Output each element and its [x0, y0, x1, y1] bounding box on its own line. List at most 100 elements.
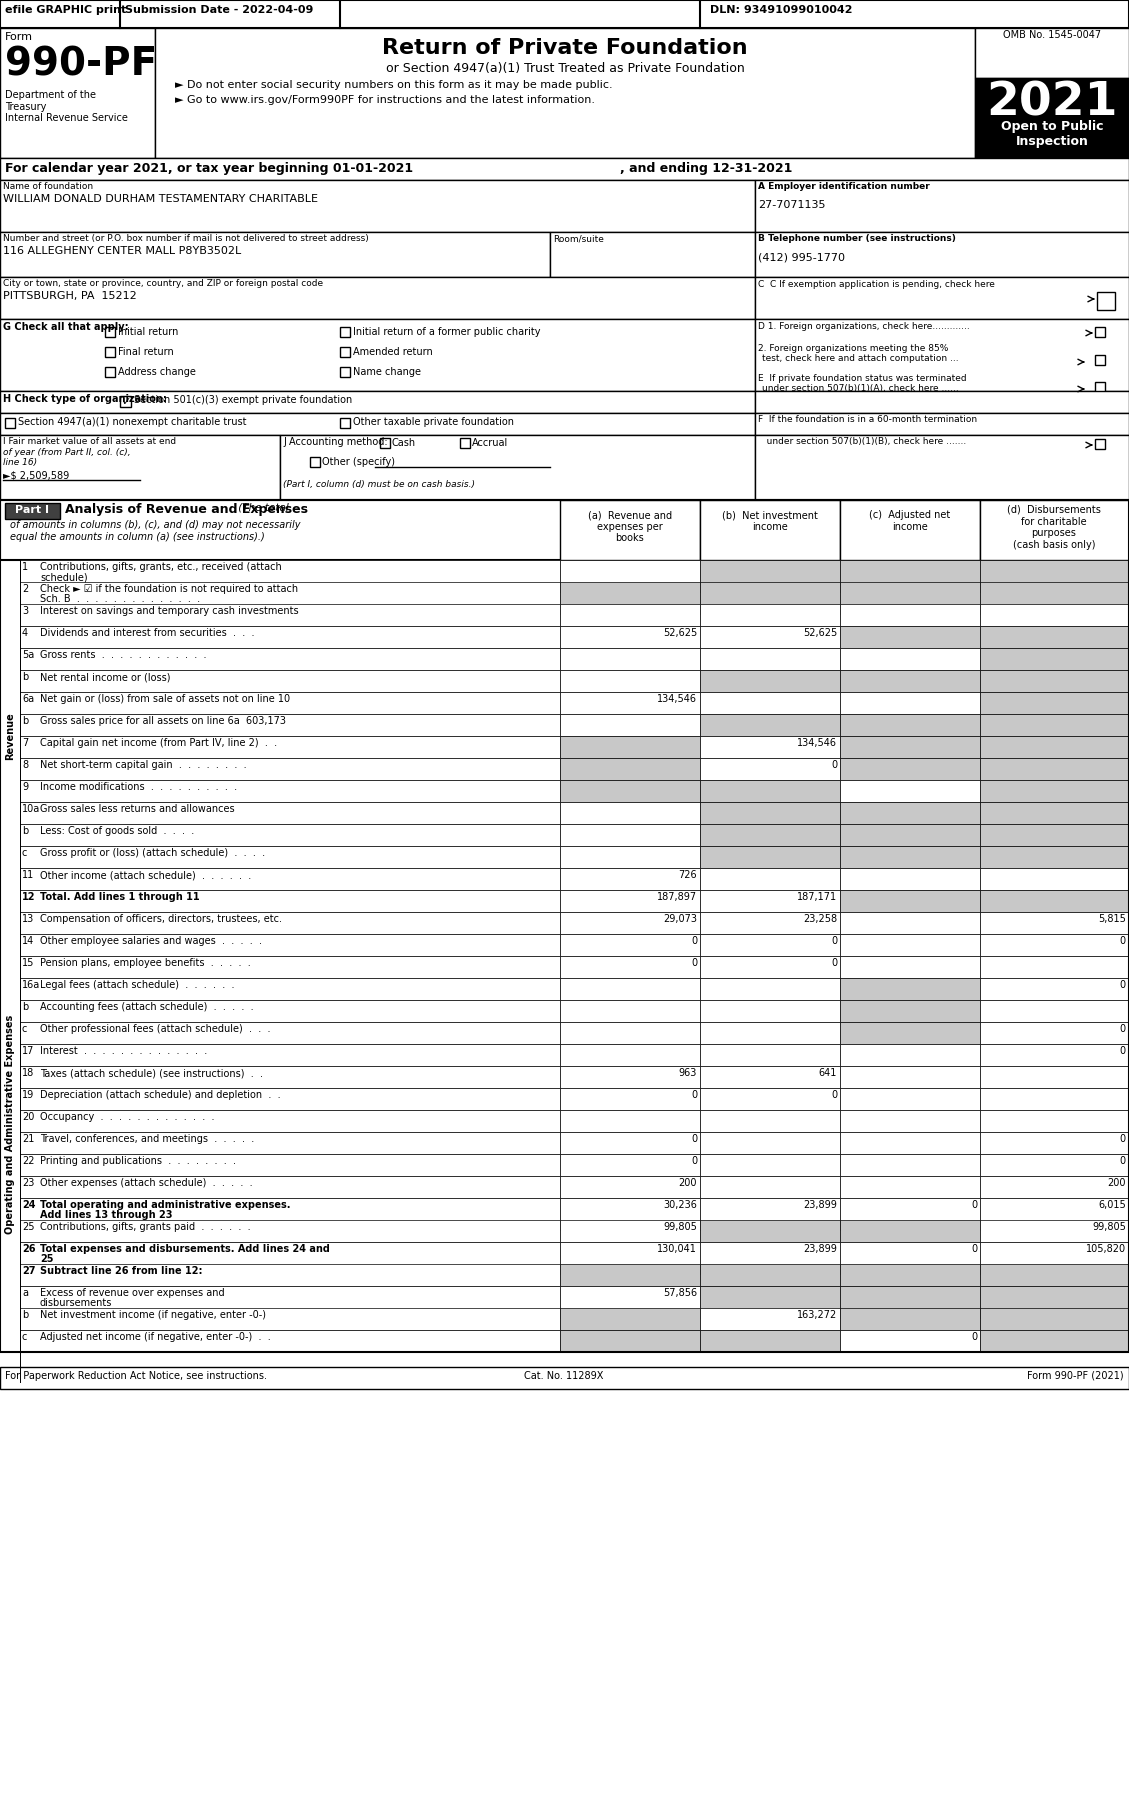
Text: 0: 0 — [1120, 937, 1126, 946]
Text: 14: 14 — [21, 937, 34, 946]
Text: under section 507(b)(1)(B), check here .......: under section 507(b)(1)(B), check here .… — [758, 437, 966, 446]
Bar — [340, 367, 350, 378]
Bar — [1095, 354, 1105, 365]
Text: 0: 0 — [831, 958, 837, 967]
Bar — [840, 583, 980, 613]
Text: ► Do not enter social security numbers on this form as it may be made public.: ► Do not enter social security numbers o… — [175, 79, 613, 90]
Text: 2. Foreign organizations meeting the 85%: 2. Foreign organizations meeting the 85% — [758, 343, 948, 352]
Bar — [755, 232, 1129, 277]
Bar — [120, 396, 131, 406]
Bar — [560, 1109, 700, 1133]
Text: 7: 7 — [21, 737, 28, 748]
Bar — [980, 583, 1129, 613]
Bar — [20, 714, 560, 735]
Text: 15: 15 — [21, 958, 34, 967]
Bar — [700, 604, 840, 626]
Bar — [700, 714, 840, 735]
Bar — [700, 1307, 840, 1331]
Bar — [840, 1109, 980, 1133]
Bar — [560, 1264, 700, 1286]
Bar — [560, 1331, 700, 1352]
Text: F  If the foundation is in a 60-month termination: F If the foundation is in a 60-month ter… — [758, 415, 977, 424]
Bar — [105, 347, 115, 358]
Bar — [20, 1197, 560, 1230]
Bar — [20, 1045, 560, 1066]
Text: Submission Date - 2022-04-09: Submission Date - 2022-04-09 — [125, 5, 314, 14]
Bar — [700, 626, 840, 647]
Text: 12: 12 — [21, 892, 35, 903]
Text: Depreciation (attach schedule) and depletion  .  .: Depreciation (attach schedule) and deple… — [40, 1090, 281, 1100]
Text: Legal fees (attach schedule)  .  .  .  .  .  .: Legal fees (attach schedule) . . . . . . — [40, 980, 235, 991]
Bar — [840, 957, 980, 978]
Bar — [20, 868, 560, 890]
Text: of year (from Part II, col. (c),: of year (from Part II, col. (c), — [3, 448, 131, 457]
Bar — [20, 912, 560, 933]
Bar — [700, 735, 840, 759]
Bar — [20, 583, 560, 613]
Text: Sch. B  .  .  .  .  .  .  .  .  .  .  .  .  .  .: Sch. B . . . . . . . . . . . . . . — [40, 593, 200, 604]
Bar — [20, 735, 560, 759]
Bar — [980, 1088, 1129, 1109]
Text: 116 ALLEGHENY CENTER MALL P8YB3502L: 116 ALLEGHENY CENTER MALL P8YB3502L — [3, 246, 242, 255]
Text: 8: 8 — [21, 761, 28, 770]
Bar — [560, 714, 700, 735]
Text: Other employee salaries and wages  .  .  .  .  .: Other employee salaries and wages . . . … — [40, 937, 262, 946]
Bar — [560, 890, 700, 912]
Bar — [980, 1264, 1129, 1286]
Text: 5,815: 5,815 — [1099, 913, 1126, 924]
Text: disbursements: disbursements — [40, 1298, 113, 1307]
Text: ►$ 2,509,589: ►$ 2,509,589 — [3, 469, 69, 480]
Text: 130,041: 130,041 — [657, 1244, 697, 1253]
Bar — [560, 957, 700, 978]
Bar — [105, 367, 115, 378]
Text: Operating and Administrative Expenses: Operating and Administrative Expenses — [5, 1014, 15, 1233]
Bar — [20, 933, 560, 957]
Bar — [980, 1221, 1129, 1242]
Bar — [980, 912, 1129, 933]
Text: B Telephone number (see instructions): B Telephone number (see instructions) — [758, 234, 956, 243]
Text: Form 990-PF (2021): Form 990-PF (2021) — [1027, 1372, 1124, 1381]
Text: 963: 963 — [679, 1068, 697, 1079]
Bar — [1095, 381, 1105, 392]
Bar — [0, 318, 755, 390]
Bar — [0, 277, 755, 318]
Text: Gross profit or (loss) (attach schedule)  .  .  .  .: Gross profit or (loss) (attach schedule)… — [40, 849, 265, 858]
Text: 0: 0 — [831, 761, 837, 770]
Text: test, check here and attach computation ...: test, check here and attach computation … — [762, 354, 959, 363]
Bar — [840, 1133, 980, 1154]
Bar — [20, 978, 560, 1000]
Bar — [980, 626, 1129, 647]
Bar — [0, 390, 755, 414]
Bar — [20, 1221, 560, 1242]
Text: 200: 200 — [679, 1178, 697, 1188]
Text: 27: 27 — [21, 1266, 35, 1277]
Text: 5a: 5a — [21, 651, 34, 660]
Text: a: a — [21, 1287, 28, 1298]
Bar — [340, 417, 350, 428]
Text: Adjusted net income (if negative, enter -0-)  .  .: Adjusted net income (if negative, enter … — [40, 1332, 271, 1341]
Bar — [980, 1109, 1129, 1133]
Bar — [980, 957, 1129, 978]
Bar — [980, 604, 1129, 626]
Text: 0: 0 — [971, 1244, 977, 1253]
Bar — [0, 29, 155, 158]
Text: Final return: Final return — [119, 347, 174, 358]
Bar — [980, 1242, 1129, 1275]
Bar — [840, 671, 980, 692]
Bar — [0, 500, 1129, 559]
Text: Part I: Part I — [15, 505, 49, 514]
Text: 2: 2 — [21, 584, 28, 593]
Text: Accounting fees (attach schedule)  .  .  .  .  .: Accounting fees (attach schedule) . . . … — [40, 1001, 254, 1012]
Bar — [840, 1286, 980, 1318]
Bar — [755, 390, 1129, 414]
Text: 990-PF: 990-PF — [5, 45, 157, 83]
Bar — [560, 1176, 700, 1197]
Bar — [20, 1109, 560, 1133]
Bar — [980, 847, 1129, 868]
Bar — [840, 559, 980, 592]
Text: Interest  .  .  .  .  .  .  .  .  .  .  .  .  .  .: Interest . . . . . . . . . . . . . . — [40, 1046, 208, 1055]
Text: (a)  Revenue and
expenses per
books: (a) Revenue and expenses per books — [588, 511, 672, 543]
Text: 20: 20 — [21, 1111, 34, 1122]
Text: Initial return: Initial return — [119, 327, 178, 336]
Bar — [560, 1307, 700, 1331]
